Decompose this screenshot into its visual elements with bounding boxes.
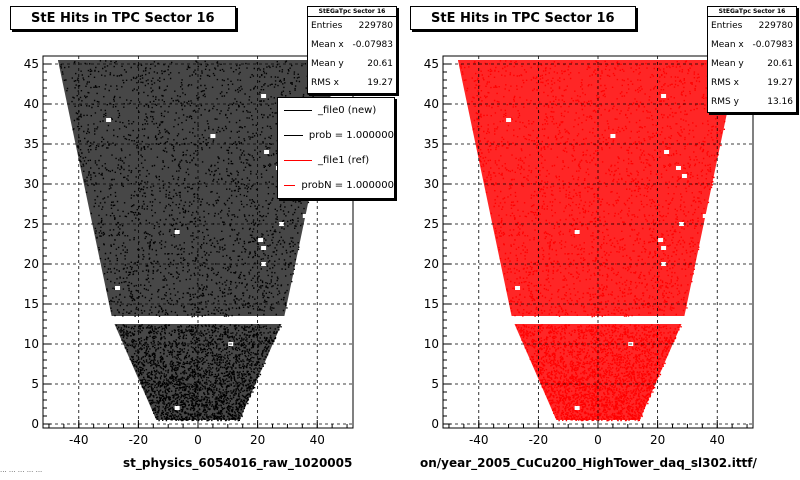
right-chart-title: StE Hits in TPC Sector 16 (410, 6, 636, 30)
hit-gap (661, 94, 667, 98)
right-stats-row-entries: Entries 229780 (711, 21, 793, 31)
hit-gap (261, 262, 267, 266)
y-tick-label: 0 (31, 417, 39, 431)
left-x-axis-title: st_physics_6054016_raw_1020005 (123, 456, 353, 470)
y-tick-label: 10 (424, 337, 439, 351)
left-stats-box: StEGaTpc Sector 16 Entries 229780 Mean x-… (307, 6, 397, 94)
right-stats-row-rmsy: RMS y 13.16 (711, 97, 793, 107)
legend-item-prob: prob = 1.000000 (278, 123, 394, 148)
hit-gap (264, 150, 270, 154)
hit-gap (702, 214, 708, 218)
hit-gap (278, 222, 284, 226)
right-pad: -40 -20 0 20 40 0 5 10 15 20 25 30 35 40 45 StE Hits i… (400, 0, 800, 480)
y-tick-label: 30 (24, 177, 39, 191)
x-tick-label: 20 (650, 433, 665, 447)
right-stats-header: StEGaTpc Sector 16 (708, 7, 796, 17)
y-tick-label: 35 (424, 137, 439, 151)
y-tick-label: 35 (24, 137, 39, 151)
hit-region-lower (514, 324, 682, 420)
y-tick-label: 20 (24, 257, 39, 271)
hit-gap (574, 230, 580, 234)
hit-gap (678, 222, 684, 226)
y-tick-label: 0 (431, 417, 439, 431)
hit-gap (681, 174, 687, 178)
hit-gap (115, 286, 121, 290)
hit-gap (258, 238, 264, 242)
hit-gap (261, 246, 267, 250)
right-plot-frame: -40 -20 0 20 40 0 5 10 15 20 25 30 35 40 45 (424, 55, 754, 447)
hit-gap (658, 238, 664, 242)
y-tick-label: 15 (24, 297, 39, 311)
left-pad: -40 -20 0 20 40 0 5 10 15 20 25 30 35 40 45 StE Hits i… (10, 6, 397, 470)
y-tick-label: 25 (24, 217, 39, 231)
y-tick-label: 20 (424, 257, 439, 271)
hit-points (60, 60, 335, 422)
hit-gap (661, 262, 667, 266)
hit-region-lower (114, 324, 282, 420)
hit-gap (261, 94, 267, 98)
legend-item-probn: probN = 1.000000 (278, 173, 394, 198)
hit-gap (661, 246, 667, 250)
x-tick-label: -20 (529, 433, 549, 447)
x-tick-label: 0 (194, 433, 202, 447)
hit-gap (106, 118, 112, 122)
y-tick-label: 5 (431, 377, 439, 391)
left-stats-row-rmsx: RMS x 19.27 (311, 78, 393, 88)
hit-gap (574, 406, 580, 410)
x-tick-label: 0 (594, 433, 602, 447)
right-stats-row-meanx: Mean x -0.07983 (711, 40, 793, 50)
hit-gap (675, 166, 681, 170)
right-plot: -40 -20 0 20 40 0 5 10 15 20 25 30 35 40 45 (424, 55, 754, 447)
x-tick-label: 20 (250, 433, 265, 447)
y-tick-label: 30 (424, 177, 439, 191)
footer-text: ... ... ... ... ... (0, 466, 43, 474)
legend-item-file1: _file1 (ref) (278, 148, 394, 173)
y-tick-label: 10 (24, 337, 39, 351)
left-stats-row-meany: Mean y 20.61 (311, 59, 393, 69)
x-tick-label: -40 (69, 433, 89, 447)
hit-gap (664, 150, 670, 154)
left-stats-row-meanx: Mean x -0.07983 (311, 40, 393, 50)
left-plot-frame: -40 -20 0 20 40 0 5 10 15 20 25 30 35 40 45 (24, 55, 354, 447)
left-chart-title: StE Hits in TPC Sector 16 (10, 6, 236, 30)
x-tick-label: -20 (129, 433, 149, 447)
hit-points (460, 60, 735, 422)
hit-gap (515, 286, 521, 290)
y-tick-label: 15 (424, 297, 439, 311)
y-tick-label: 40 (424, 97, 439, 111)
y-tick-label: 45 (24, 57, 39, 71)
right-stats-box: StEGaTpc Sector 16 Entries 229780 Mean x-… (707, 6, 797, 113)
y-tick-label: 40 (24, 97, 39, 111)
y-tick-label: 45 (424, 57, 439, 71)
left-stats-row-entries: Entries 229780 (311, 21, 393, 31)
y-tick-label: 5 (31, 377, 39, 391)
left-stats-header: StEGaTpc Sector 16 (308, 7, 396, 17)
right-stats-row-rmsx: RMS x 19.27 (711, 78, 793, 88)
left-legend: _file0 (new) prob = 1.000000 _file1 (ref… (277, 97, 395, 199)
hit-gap (174, 406, 180, 410)
hit-gap (610, 134, 616, 138)
left-plot: -40 -20 0 20 40 0 5 10 15 20 25 30 35 40 45 (24, 55, 354, 447)
x-tick-label: 40 (310, 433, 325, 447)
y-tick-label: 25 (424, 217, 439, 231)
x-tick-label: 40 (710, 433, 725, 447)
hit-gap (174, 230, 180, 234)
right-x-axis-title: on/year_2005_CuCu200_HighTower_daq_sl302… (420, 456, 757, 470)
hit-gap (302, 214, 308, 218)
hit-gap (210, 134, 216, 138)
right-stats-row-meany: Mean y 20.61 (711, 59, 793, 69)
hit-gap (506, 118, 512, 122)
x-tick-label: -40 (469, 433, 489, 447)
legend-item-file0: _file0 (new) (278, 98, 394, 123)
